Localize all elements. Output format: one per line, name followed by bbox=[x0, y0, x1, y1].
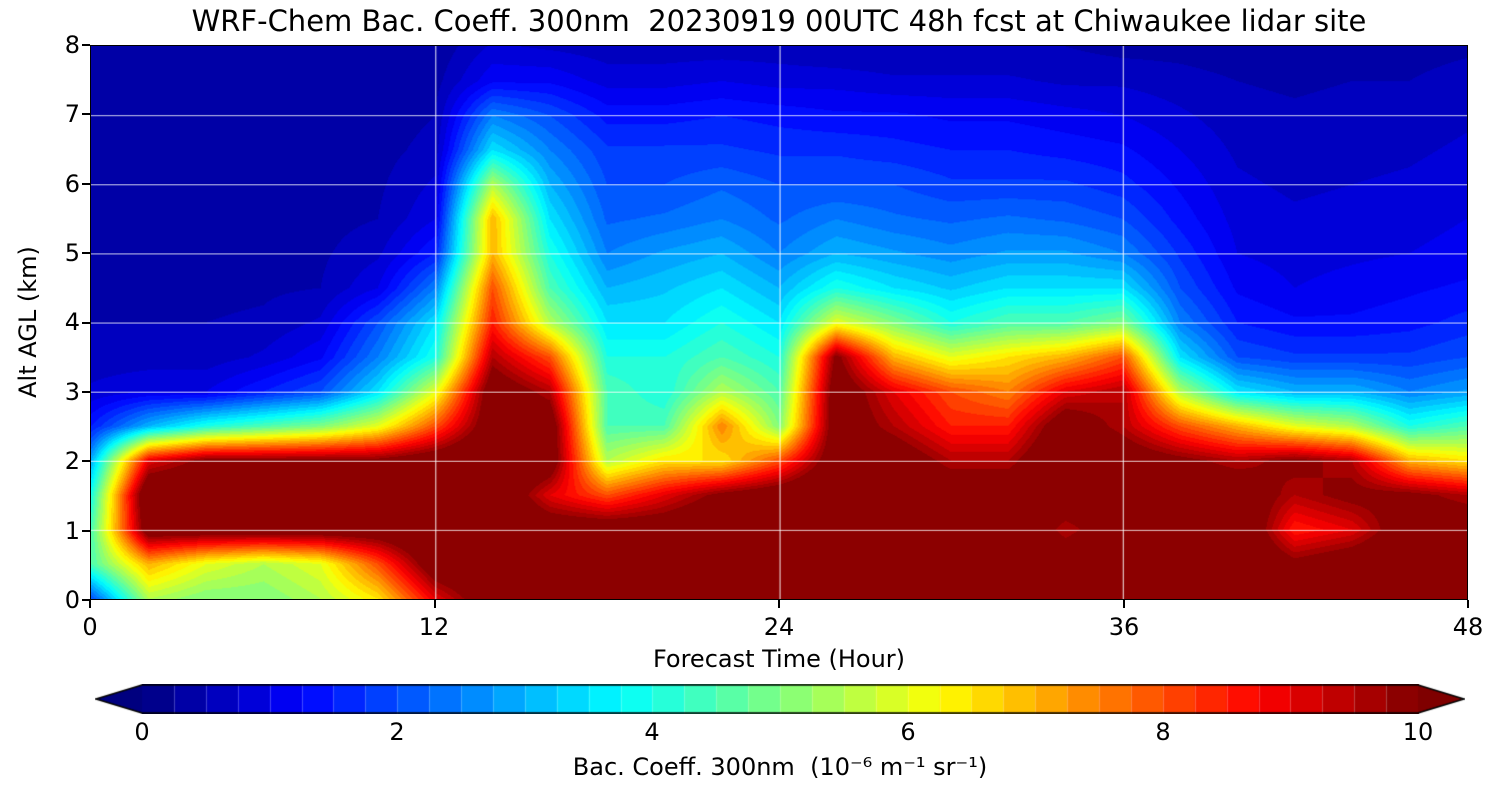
x-tick-mark bbox=[778, 600, 780, 608]
x-tick-label: 24 bbox=[763, 613, 795, 641]
x-tick-mark bbox=[1467, 600, 1469, 608]
y-tick-mark bbox=[82, 599, 90, 601]
colorbar-tick-label: 2 bbox=[389, 718, 405, 746]
y-tick-mark bbox=[82, 529, 90, 532]
x-axis-label: Forecast Time (Hour) bbox=[652, 645, 906, 673]
y-tick-mark bbox=[82, 460, 90, 463]
y-tick-mark bbox=[82, 252, 90, 255]
x-tick-mark bbox=[89, 600, 91, 608]
x-tick-mark bbox=[1122, 600, 1125, 608]
y-tick-mark bbox=[82, 113, 90, 116]
colorbar-tick-label: 10 bbox=[1402, 718, 1434, 746]
colorbar-tick-label: 6 bbox=[900, 718, 916, 746]
colorbar-tick-label: 0 bbox=[134, 718, 150, 746]
colorbar-tick-label: 4 bbox=[644, 718, 660, 746]
plot-area bbox=[90, 45, 1468, 600]
y-tick-label: 7 bbox=[64, 100, 80, 128]
chart-title: WRF-Chem Bac. Coeff. 300nm 20230919 00UT… bbox=[191, 4, 1367, 38]
x-tick-label: 36 bbox=[1108, 613, 1140, 641]
y-tick-label: 6 bbox=[64, 170, 80, 198]
y-tick-label: 5 bbox=[64, 239, 80, 267]
y-tick-mark bbox=[82, 390, 90, 393]
y-axis-label: Alt AGL (km) bbox=[14, 246, 42, 398]
y-tick-label: 3 bbox=[64, 378, 80, 406]
y-tick-label: 8 bbox=[64, 31, 80, 59]
y-tick-mark bbox=[82, 44, 90, 46]
x-tick-label: 12 bbox=[418, 613, 450, 641]
y-tick-label: 2 bbox=[64, 447, 80, 475]
y-tick-label: 4 bbox=[64, 308, 80, 336]
colorbar-tick-label: 8 bbox=[1155, 718, 1171, 746]
x-tick-mark bbox=[433, 600, 436, 608]
x-tick-label: 48 bbox=[1452, 613, 1484, 641]
heatmap-canvas bbox=[91, 46, 1467, 599]
y-tick-label: 0 bbox=[64, 586, 80, 614]
colorbar-canvas bbox=[95, 684, 1465, 714]
y-tick-mark bbox=[82, 321, 90, 324]
y-tick-mark bbox=[82, 182, 90, 185]
colorbar-label: Bac. Coeff. 300nm (10⁻⁶ m⁻¹ sr⁻¹) bbox=[572, 753, 988, 781]
x-tick-label: 0 bbox=[82, 613, 98, 641]
y-tick-label: 1 bbox=[64, 517, 80, 545]
